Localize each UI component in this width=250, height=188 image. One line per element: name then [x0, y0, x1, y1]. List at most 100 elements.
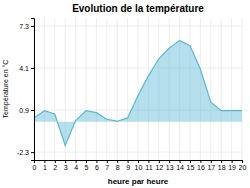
tick-label: 6: [95, 164, 99, 171]
tick-label: 4: [74, 164, 78, 171]
tick-mark: [76, 160, 77, 163]
tick-mark: [31, 152, 34, 153]
tick: 16: [197, 160, 205, 171]
tick-mark: [200, 160, 201, 163]
tick-mark: [221, 160, 222, 163]
tick: 20: [239, 160, 247, 171]
grid-line-x: [231, 18, 232, 160]
grid-line-x: [86, 18, 87, 160]
tick-mark: [242, 160, 243, 163]
tick-mark: [169, 160, 170, 163]
tick: 9: [126, 160, 130, 171]
grid-line-x: [138, 18, 139, 160]
tick-mark: [44, 160, 45, 163]
y-axis: -2.3 0.9 4.1 7.3: [17, 19, 35, 161]
tick-label: 14: [176, 164, 184, 171]
tick: 18: [218, 160, 226, 171]
grid-line-x: [221, 18, 222, 160]
tick-mark: [96, 160, 97, 163]
plot-area: 01234567891011121314151617181920-2.30.94…: [17, 18, 247, 171]
grid-line-x: [96, 18, 97, 160]
tick-label: 7.3: [19, 23, 29, 30]
axis-line: [35, 161, 243, 164]
tick-label: 18: [218, 164, 226, 171]
tick: 4: [74, 160, 78, 171]
tick: 11: [145, 160, 152, 171]
tick-label: 16: [197, 164, 205, 171]
grid-line-x: [54, 18, 55, 160]
grid-line-x: [117, 18, 118, 160]
tick-label: 19: [228, 164, 236, 171]
tick-label: 7: [105, 164, 109, 171]
tick-mark: [31, 68, 34, 69]
tick-label: 5: [85, 164, 89, 171]
tick: 0: [33, 160, 37, 171]
tick-mark: [148, 160, 149, 163]
tick: 7.3: [19, 23, 34, 30]
tick-mark: [107, 160, 108, 163]
axis-line: [31, 19, 35, 161]
tick-label: 12: [155, 164, 163, 171]
tick-mark: [128, 160, 129, 163]
tick-label: 11: [145, 164, 152, 171]
tick: 1: [43, 160, 47, 171]
tick-label: 10: [135, 164, 143, 171]
grid-line-x: [127, 18, 128, 160]
tick-mark: [159, 160, 160, 163]
tick: 5: [85, 160, 89, 171]
tick: 17: [207, 160, 215, 171]
grid-line-x: [106, 18, 107, 160]
tick: 13: [166, 160, 174, 171]
tick-mark: [31, 110, 34, 111]
grid-line-x: [210, 18, 211, 160]
tick-mark: [86, 160, 87, 163]
tick: 4.1: [19, 65, 34, 72]
tick-mark: [190, 160, 191, 163]
tick: 8: [116, 160, 120, 171]
tick: 7: [105, 160, 109, 171]
tick-mark: [65, 160, 66, 163]
tick-label: 9: [126, 164, 130, 171]
tick-label: 13: [166, 164, 174, 171]
tick-label: 1: [43, 164, 47, 171]
tick-mark: [31, 26, 34, 27]
title: Evolution de la température: [72, 3, 204, 14]
tick-mark: [117, 160, 118, 163]
tick: 2: [53, 160, 57, 171]
tick: 3: [64, 160, 68, 171]
tick-label: -2.3: [17, 149, 29, 156]
tick: 19: [228, 160, 236, 171]
y-axis-title: Température en °C: [2, 60, 10, 119]
tick-label: 0: [33, 164, 37, 171]
tick-label: 4.1: [19, 65, 29, 72]
x-axis: 01234567891011121314151617181920: [33, 160, 247, 171]
tick: -2.3: [17, 149, 34, 156]
tick-label: 0.9: [19, 107, 29, 114]
marks: [34, 40, 242, 145]
tick-label: 17: [207, 164, 215, 171]
tick-label: 15: [187, 164, 195, 171]
tick-label: 3: [64, 164, 68, 171]
tick-mark: [138, 160, 139, 163]
tick: 0.9: [19, 107, 34, 114]
grid: [34, 18, 242, 160]
grid-line-x: [242, 18, 243, 160]
tick-mark: [211, 160, 212, 163]
area: [34, 40, 242, 145]
tick-mark: [180, 160, 181, 163]
tick-label: 2: [53, 164, 57, 171]
tick: 15: [187, 160, 195, 171]
line: [34, 40, 242, 145]
tick-label: 20: [239, 164, 247, 171]
chart: 01234567891011121314151617181920-2.30.94…: [0, 0, 250, 188]
tick: 12: [155, 160, 163, 171]
grid-line-x: [44, 18, 45, 160]
tick-mark: [55, 160, 56, 163]
x-axis-title: heure par heure: [108, 177, 169, 186]
grid-line-x: [75, 18, 76, 160]
tick: 6: [95, 160, 99, 171]
tick: 14: [176, 160, 184, 171]
tick-label: 8: [116, 164, 120, 171]
tick: 10: [135, 160, 143, 171]
tick-mark: [232, 160, 233, 163]
